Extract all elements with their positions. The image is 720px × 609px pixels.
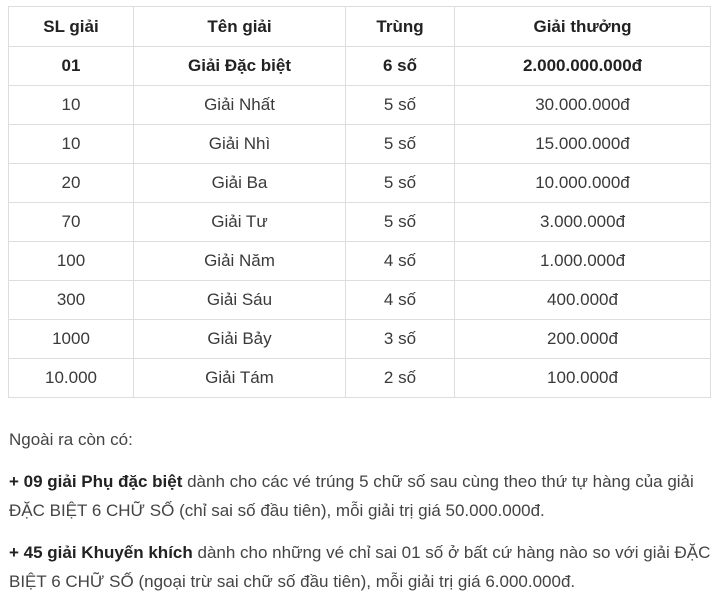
cell-match: 4 số [345,280,455,320]
cell-match: 3 số [345,319,455,359]
note-item-text: dành cho những vé chỉ sai 01 số ở bất cứ… [9,543,711,591]
cell-prize-name: Giải Năm [133,241,346,281]
cell-prize-name: Giải Nhì [133,124,346,164]
cell-quantity: 100 [8,241,134,281]
cell-match: 6 số [345,46,455,86]
cell-prize-value: 400.000đ [454,280,711,320]
note-item: + 45 giải Khuyến khích dành cho những vé… [9,538,714,596]
cell-quantity: 1000 [8,319,134,359]
cell-prize-name: Giải Tư [133,202,346,242]
table-row: 70 Giải Tư 5 số 3.000.000đ [8,202,711,242]
cell-match: 4 số [345,241,455,281]
cell-prize-value: 100.000đ [454,358,711,398]
note-item-bold: + 09 giải Phụ đặc biệt [9,472,183,491]
note-item: + 09 giải Phụ đặc biệt dành cho các vé t… [9,467,714,525]
table-row: 10 Giải Nhất 5 số 30.000.000đ [8,85,711,125]
cell-quantity: 20 [8,163,134,203]
table-header-row: SL giải Tên giải Trùng Giải thưởng [8,6,711,47]
notes: Ngoài ra còn có: + 09 giải Phụ đặc biệt … [9,425,714,609]
cell-prize-name: Giải Bảy [133,319,346,359]
cell-quantity: 10.000 [8,358,134,398]
cell-prize-value: 1.000.000đ [454,241,711,281]
table-row: 20 Giải Ba 5 số 10.000.000đ [8,163,711,203]
table-row: 10.000 Giải Tám 2 số 100.000đ [8,358,711,398]
cell-prize-name: Giải Sáu [133,280,346,320]
table-row: 10 Giải Nhì 5 số 15.000.000đ [8,124,711,164]
cell-prize-value: 200.000đ [454,319,711,359]
cell-prize-value: 3.000.000đ [454,202,711,242]
note-item-bold: + 45 giải Khuyến khích [9,543,193,562]
header-match: Trùng [345,6,455,47]
cell-prize-name: Giải Tám [133,358,346,398]
cell-prize-name: Giải Ba [133,163,346,203]
cell-match: 5 số [345,163,455,203]
cell-prize-name: Giải Đặc biệt [133,46,346,86]
notes-intro: Ngoài ra còn có: [9,430,133,449]
cell-quantity: 10 [8,85,134,125]
cell-quantity: 70 [8,202,134,242]
cell-quantity: 300 [8,280,134,320]
cell-match: 5 số [345,124,455,164]
table-row: 1000 Giải Bảy 3 số 200.000đ [8,319,711,359]
cell-match: 5 số [345,202,455,242]
header-quantity: SL giải [8,6,134,47]
cell-quantity: 10 [8,124,134,164]
cell-quantity: 01 [8,46,134,86]
table-row: 300 Giải Sáu 4 số 400.000đ [8,280,711,320]
header-prize-name: Tên giải [133,6,346,47]
cell-prize-value: 10.000.000đ [454,163,711,203]
cell-prize-value: 30.000.000đ [454,85,711,125]
cell-match: 2 số [345,358,455,398]
table-row: 01 Giải Đặc biệt 6 số 2.000.000.000đ [8,46,711,86]
cell-prize-value: 15.000.000đ [454,124,711,164]
cell-prize-name: Giải Nhất [133,85,346,125]
table-row: 100 Giải Năm 4 số 1.000.000đ [8,241,711,281]
prize-table: SL giải Tên giải Trùng Giải thưởng 01 Giả… [8,6,711,398]
cell-match: 5 số [345,85,455,125]
header-prize-value: Giải thưởng [454,6,711,47]
cell-prize-value: 2.000.000.000đ [454,46,711,86]
note-item-text: dành cho các vé trúng 5 chữ số sau cùng … [9,472,694,520]
